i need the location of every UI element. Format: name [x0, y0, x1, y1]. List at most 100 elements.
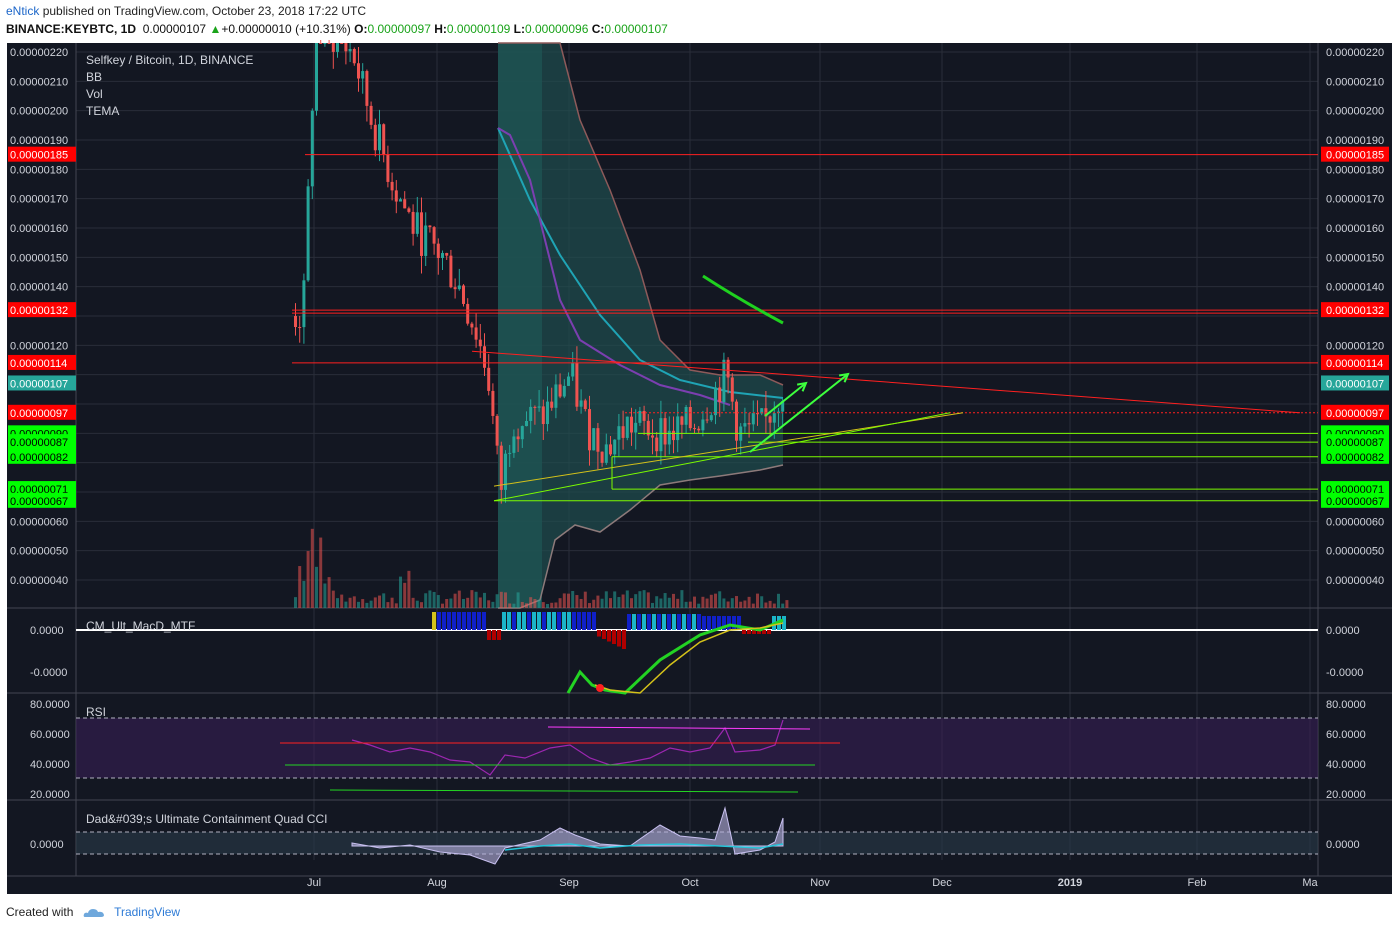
- macd-title[interactable]: CM_Ult_MacD_MTF: [86, 619, 195, 633]
- price-marker-left: [8, 492, 76, 508]
- price-marker-label-left: 0.00000082: [10, 452, 68, 464]
- time-label: Nov: [810, 877, 830, 889]
- price-marker-left: [8, 404, 76, 420]
- price-marker-label-right: 0.00000185: [1326, 150, 1384, 162]
- price-tick-left: 0.00000050: [10, 546, 68, 558]
- price-marker-label-right: 0.00000067: [1326, 496, 1384, 508]
- price-tick-left: 0.00000210: [10, 76, 68, 88]
- price-marker-left: [8, 146, 76, 162]
- close-label: C:: [591, 22, 605, 36]
- price-marker-label-left: 0.00000087: [10, 437, 68, 449]
- cci-area: [351, 806, 784, 865]
- support-trendline-green: [493, 412, 951, 502]
- price-tick-left: 0.00000140: [10, 282, 68, 294]
- price-tick-right: 0.00000210: [1326, 76, 1384, 88]
- time-axis: Jul Aug Sep Oct Nov Dec 2019 Feb Ma: [307, 877, 1319, 889]
- price-tick-right: 0.00000200: [1326, 106, 1384, 118]
- price-marker-right: [1321, 492, 1389, 508]
- price-tick-left: 0.00000040: [10, 575, 68, 587]
- price-marker-left: [8, 448, 76, 464]
- price-marker-label-left: 0.00000107: [10, 378, 68, 390]
- pane-tick-right: 40.0000: [1326, 759, 1366, 771]
- tradingview-link[interactable]: TradingView: [114, 905, 181, 919]
- price-tick-left: 0.00000220: [10, 47, 68, 59]
- candles: [294, 40, 785, 504]
- price-marker-label-right: 0.00000114: [1326, 358, 1383, 370]
- price-tick-left: 0.00000120: [10, 340, 68, 352]
- author-link[interactable]: eNtick: [6, 4, 40, 18]
- price-tick-left: 0.00000060: [10, 516, 68, 528]
- price-tick-right: 0.00000180: [1326, 164, 1384, 176]
- price-tick-right: 0.00000150: [1326, 252, 1384, 264]
- time-label: Dec: [932, 877, 952, 889]
- legend-vol[interactable]: Vol: [86, 87, 103, 101]
- pane-tick-left: 20.0000: [30, 789, 70, 801]
- bollinger-band: [497, 42, 784, 609]
- price-tick-right: 0.00000040: [1326, 575, 1384, 587]
- time-label: Aug: [427, 877, 447, 889]
- bb-envelope: [498, 43, 783, 608]
- price-tick-left: 0.00000170: [10, 194, 68, 206]
- price-tick-right: 0.00000220: [1326, 47, 1384, 59]
- time-label: Feb: [1188, 877, 1207, 889]
- last-price: 0.00000107: [142, 22, 207, 36]
- low-label: L:: [513, 22, 525, 36]
- price-marker-right: [1321, 448, 1389, 464]
- chart-canvas[interactable]: 0.00000220 0.00000210 0.00000200 0.00000190…: [0, 40, 1397, 900]
- price-tick-left: 0.00000190: [10, 135, 68, 147]
- bb-upper: [498, 42, 784, 386]
- price-marker-right: [1321, 354, 1389, 370]
- ohlc-header: BINANCE:KEYBTC, 1D 0.00000107 ▲+0.000000…: [6, 22, 668, 36]
- price-tick-right: 0.00000160: [1326, 223, 1384, 235]
- tema-line: [497, 127, 731, 406]
- price-axis-right: 0.00000220 0.00000210 0.00000200 0.00000190…: [1321, 47, 1389, 851]
- price-tick-right: 0.00000120: [1326, 340, 1384, 352]
- price-tick-left: 0.00000200: [10, 106, 68, 118]
- up-arrow-1: [764, 382, 807, 417]
- price-tick-right: 0.00000190: [1326, 135, 1384, 147]
- time-label: Jul: [307, 877, 321, 889]
- high-label: H:: [434, 22, 447, 36]
- price-marker-label-right: 0.00000097: [1326, 408, 1384, 420]
- time-label: 2019: [1058, 877, 1082, 889]
- time-label: Ma: [1302, 877, 1318, 889]
- low-value: 0.00000096: [524, 22, 589, 36]
- time-label: Sep: [559, 877, 579, 889]
- chart-title: Selfkey / Bitcoin, 1D, BINANCE: [86, 53, 253, 67]
- price-marker-right: [1321, 375, 1389, 391]
- pane-tick-left: 60.0000: [30, 729, 70, 741]
- trend-drawings: [292, 154, 1318, 502]
- price-tick-left: 0.00000160: [10, 223, 68, 235]
- price-marker-right: [1321, 434, 1389, 450]
- indicator-panes: [76, 612, 1318, 865]
- bb-lower: [498, 464, 784, 609]
- pane-tick-right: 20.0000: [1326, 789, 1366, 801]
- price-marker-right: [1321, 302, 1389, 318]
- published-text: published on TradingView.com, October 23…: [42, 4, 366, 18]
- tradingview-cloud-icon: [83, 908, 104, 917]
- pane-tick-left: -0.0000: [30, 667, 67, 679]
- cci-title[interactable]: Dad&#039;s Ultimate Containment Quad CCI: [86, 812, 327, 826]
- legend-bb[interactable]: BB: [86, 70, 102, 84]
- macd-signal: [594, 622, 784, 694]
- pane-tick-left: 0.0000: [30, 839, 64, 851]
- price-marker-left: [8, 354, 76, 370]
- pane-tick-right: -0.0000: [1326, 667, 1363, 679]
- price-marker-right: [1321, 481, 1389, 497]
- price-marker-left: [8, 302, 76, 318]
- price-tick-left: 0.00000150: [10, 252, 68, 264]
- legend-tema[interactable]: TEMA: [86, 104, 119, 118]
- macd-line: [566, 618, 784, 695]
- price-tick-right: 0.00000170: [1326, 194, 1384, 206]
- rsi-line: [351, 719, 784, 776]
- price-marker-right: [1321, 146, 1389, 162]
- price-tick-right: 0.00000050: [1326, 546, 1384, 558]
- up-arrow-2: [749, 373, 849, 453]
- price-marker-label-left: 0.00000132: [10, 305, 68, 317]
- rsi-band: [76, 718, 1318, 778]
- rsi-title[interactable]: RSI: [86, 705, 106, 719]
- price-marker-label-right: 0.00000132: [1326, 305, 1384, 317]
- pane-tick-left: 0.0000: [30, 625, 64, 637]
- created-with-label: Created with: [6, 905, 74, 919]
- open-value: 0.00000097: [367, 22, 431, 36]
